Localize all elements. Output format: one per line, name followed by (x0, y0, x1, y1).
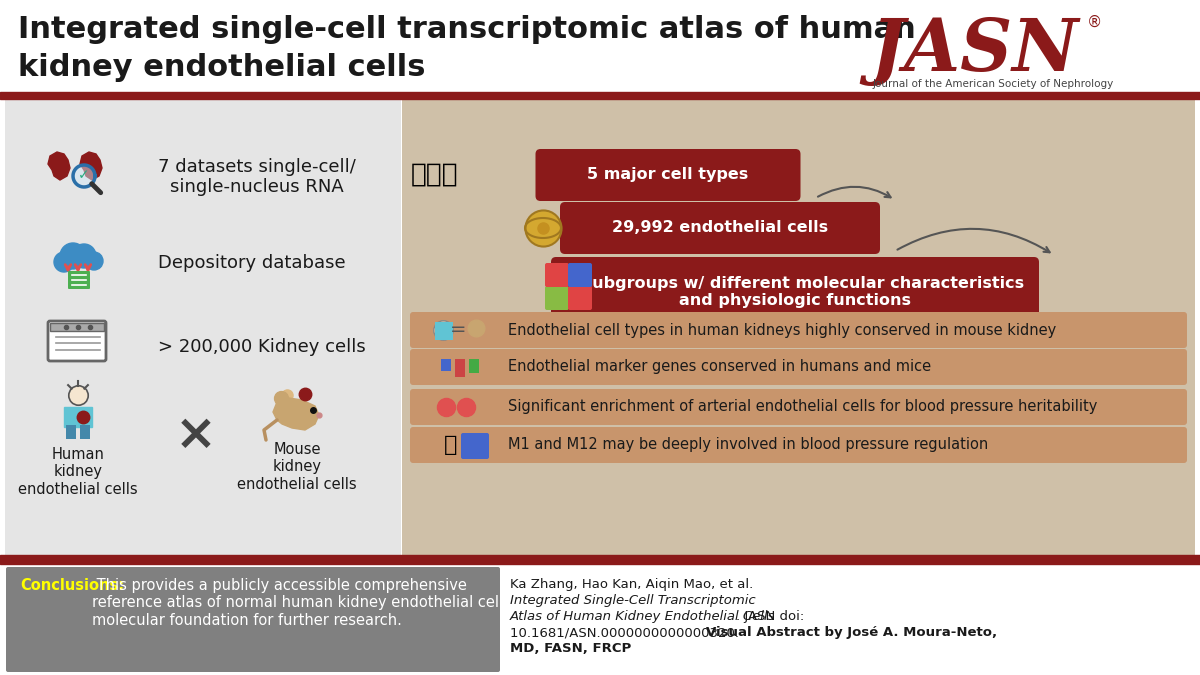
FancyBboxPatch shape (461, 433, 490, 459)
Bar (455, 359, 466, 377)
Circle shape (85, 252, 103, 270)
Text: 🔔: 🔔 (444, 435, 457, 455)
Text: Human
kidney
endothelial cells: Human kidney endothelial cells (18, 447, 138, 497)
Polygon shape (48, 152, 70, 180)
Bar (0, 555, 1200, 564)
Bar (436, 322, 454, 340)
FancyBboxPatch shape (48, 321, 106, 361)
Text: > 200,000 Kidney cells: > 200,000 Kidney cells (158, 338, 366, 356)
Text: Conclusions:: Conclusions: (20, 578, 124, 593)
FancyBboxPatch shape (568, 286, 592, 310)
FancyBboxPatch shape (568, 263, 592, 287)
Polygon shape (274, 398, 319, 430)
Text: Endothelial marker genes conserved in humans and mice: Endothelial marker genes conserved in hu… (508, 360, 931, 375)
Circle shape (72, 244, 96, 268)
Text: M1 and M12 may be deeply involved in blood pressure regulation: M1 and M12 may be deeply involved in blo… (508, 437, 989, 452)
Bar (0, 0, 1200, 97)
Text: Mouse
kidney
endothelial cells: Mouse kidney endothelial cells (238, 442, 356, 492)
Text: Significant enrichment of arterial endothelial cells for blood pressure heritabi: Significant enrichment of arterial endot… (508, 400, 1097, 414)
FancyBboxPatch shape (402, 96, 1195, 558)
Text: 7 subgroups w/ different molecular characteristics
and physiologic functions: 7 subgroups w/ different molecular chara… (566, 276, 1024, 308)
Bar (50, 323, 104, 331)
Polygon shape (73, 165, 95, 187)
FancyBboxPatch shape (535, 149, 800, 201)
Bar (80, 425, 90, 439)
Text: ⭐⭐⭐: ⭐⭐⭐ (412, 162, 458, 188)
Text: Integrated single-cell transcriptomic atlas of human: Integrated single-cell transcriptomic at… (18, 15, 916, 44)
Circle shape (54, 252, 74, 272)
Text: MD, FASN, FRCP: MD, FASN, FRCP (510, 642, 631, 655)
Bar (66, 425, 76, 439)
FancyBboxPatch shape (551, 257, 1039, 327)
Text: Visual Abstract by José A. Moura-Neto,: Visual Abstract by José A. Moura-Neto, (706, 626, 997, 639)
Bar (469, 359, 479, 373)
Bar (0, 564, 1200, 675)
Text: ®: ® (1087, 15, 1103, 30)
FancyBboxPatch shape (410, 349, 1187, 385)
FancyBboxPatch shape (68, 271, 90, 289)
FancyBboxPatch shape (560, 202, 880, 254)
Text: Integrated Single-Cell Transcriptomic: Integrated Single-Cell Transcriptomic (510, 594, 756, 607)
Text: Ka Zhang, Hao Kan, Aiqin Mao, et al.: Ka Zhang, Hao Kan, Aiqin Mao, et al. (510, 578, 757, 591)
Polygon shape (80, 152, 102, 180)
Text: Depository database: Depository database (158, 254, 346, 272)
FancyBboxPatch shape (410, 389, 1187, 425)
Text: 29,992 endothelial cells: 29,992 endothelial cells (612, 221, 828, 236)
FancyBboxPatch shape (410, 312, 1187, 348)
FancyBboxPatch shape (410, 427, 1187, 463)
Text: JASN: JASN (870, 15, 1079, 86)
FancyBboxPatch shape (6, 567, 500, 672)
Text: 10.1681/ASN.0000000000000320.: 10.1681/ASN.0000000000000320. (510, 626, 748, 639)
FancyBboxPatch shape (545, 263, 569, 287)
Polygon shape (64, 407, 92, 427)
Text: Endothelial cell types in human kidneys highly conserved in mouse kidney: Endothelial cell types in human kidneys … (508, 323, 1056, 338)
Text: Atlas of Human Kidney Endothelial Cells: Atlas of Human Kidney Endothelial Cells (510, 610, 775, 623)
Text: =: = (450, 321, 467, 340)
Text: . JASN doi:: . JASN doi: (736, 610, 804, 623)
Text: Journal of the American Society of Nephrology: Journal of the American Society of Nephr… (874, 79, 1115, 89)
Bar (442, 359, 451, 371)
Text: This provides a publicly accessible comprehensive
reference atlas of normal huma: This provides a publicly accessible comp… (92, 578, 607, 628)
Text: kidney endothelial cells: kidney endothelial cells (18, 53, 426, 82)
Text: 7 datasets single-cell/
single-nucleus RNA: 7 datasets single-cell/ single-nucleus R… (158, 157, 356, 196)
FancyBboxPatch shape (545, 286, 569, 310)
FancyBboxPatch shape (5, 96, 401, 558)
Text: ×: × (175, 411, 217, 459)
Text: 5 major cell types: 5 major cell types (587, 167, 749, 182)
Circle shape (60, 243, 86, 269)
Bar (0, 92, 1200, 99)
Text: ✓: ✓ (78, 168, 90, 182)
